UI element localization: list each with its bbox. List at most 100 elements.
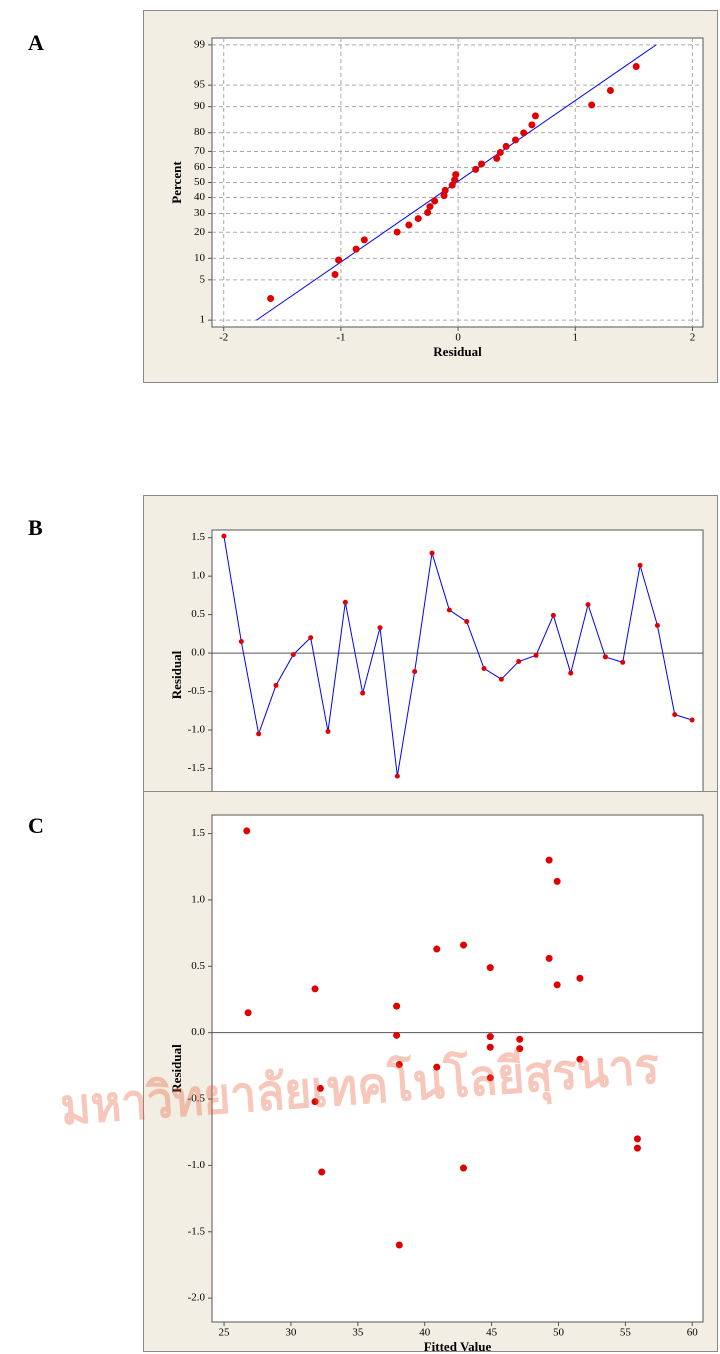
data-point xyxy=(393,228,401,236)
y-tick-label: 40 xyxy=(194,191,206,203)
data-point xyxy=(633,1135,641,1143)
y-tick-label: 70 xyxy=(194,145,206,157)
panel-label: B xyxy=(28,515,43,540)
data-point xyxy=(545,856,553,864)
y-tick-label: -1.0 xyxy=(188,1159,206,1171)
y-tick-label: -0.5 xyxy=(188,1093,206,1105)
data-point xyxy=(221,533,227,539)
data-point xyxy=(448,181,456,189)
y-tick-label: -0.5 xyxy=(188,685,206,697)
data-line xyxy=(223,536,693,777)
y-tick-label: -1.5 xyxy=(188,1225,206,1237)
data-point xyxy=(633,1144,641,1152)
plot-area xyxy=(211,814,704,1323)
data-point xyxy=(689,717,695,723)
data-point xyxy=(585,602,591,608)
data-point xyxy=(672,712,678,718)
data-point xyxy=(352,245,360,253)
y-tick-label: 99 xyxy=(194,38,206,50)
data-point xyxy=(637,562,643,568)
data-point xyxy=(531,112,539,120)
panel-label: A xyxy=(28,30,44,55)
y-axis-label: Percent xyxy=(169,161,184,204)
data-point xyxy=(481,665,487,671)
data-point xyxy=(342,599,348,605)
data-point xyxy=(486,1074,494,1082)
x-tick-label: 25 xyxy=(219,1327,231,1339)
x-tick-label: 0 xyxy=(455,332,461,344)
data-point xyxy=(433,945,441,953)
data-point xyxy=(493,154,501,162)
data-point xyxy=(426,203,434,211)
data-point xyxy=(620,659,626,665)
y-tick-label: 90 xyxy=(194,100,206,112)
data-point xyxy=(553,981,561,989)
data-point xyxy=(393,1031,401,1039)
data-point xyxy=(460,1164,468,1172)
data-point xyxy=(446,607,452,613)
data-point xyxy=(360,690,366,696)
y-tick-label: 50 xyxy=(194,176,206,188)
data-point xyxy=(318,1168,326,1176)
data-point xyxy=(520,129,528,137)
data-point xyxy=(395,1061,403,1069)
data-point xyxy=(602,654,608,660)
data-point xyxy=(405,221,413,229)
data-point xyxy=(377,625,383,631)
x-tick-label: 55 xyxy=(620,1327,632,1339)
data-point xyxy=(431,197,439,205)
data-point xyxy=(550,612,556,618)
y-tick-label: 0.5 xyxy=(191,608,205,620)
data-point xyxy=(311,985,319,993)
y-tick-label: 10 xyxy=(194,252,206,264)
y-axis-label: Residual xyxy=(169,1044,184,1093)
data-point xyxy=(516,659,522,665)
data-point xyxy=(433,1063,441,1071)
data-point xyxy=(460,941,468,949)
data-point xyxy=(244,1009,252,1017)
x-tick-label: -2 xyxy=(219,332,228,344)
data-point xyxy=(412,669,418,675)
data-point xyxy=(311,1098,319,1106)
data-point xyxy=(472,165,480,173)
y-tick-label: 1.0 xyxy=(191,570,205,582)
data-point xyxy=(553,877,561,885)
plot-area xyxy=(211,529,704,821)
data-point xyxy=(502,142,510,150)
data-point xyxy=(632,63,640,71)
data-point xyxy=(486,1043,494,1051)
x-axis-label: Fitted Value xyxy=(424,1339,492,1354)
x-tick-label: 50 xyxy=(553,1327,565,1339)
data-point xyxy=(256,731,262,737)
data-point xyxy=(512,136,520,144)
data-point xyxy=(545,954,553,962)
data-point xyxy=(452,171,460,179)
data-point xyxy=(429,550,435,556)
y-tick-label: 60 xyxy=(194,161,206,173)
data-point xyxy=(316,1084,324,1092)
x-tick-label: 30 xyxy=(285,1327,297,1339)
y-tick-label: 95 xyxy=(194,79,206,91)
y-tick-label: 20 xyxy=(194,226,206,238)
data-point xyxy=(360,236,368,244)
data-point xyxy=(654,622,660,628)
data-point xyxy=(528,121,536,129)
x-axis-label: Residual xyxy=(433,344,482,359)
x-tick-label: 45 xyxy=(486,1327,498,1339)
data-point xyxy=(331,270,339,278)
x-tick-label: -1 xyxy=(336,332,345,344)
data-point xyxy=(290,652,296,658)
data-point xyxy=(486,1033,494,1041)
x-tick-label: 1 xyxy=(573,332,579,344)
y-tick-label: -2.0 xyxy=(188,1292,206,1304)
y-axis-label: Residual xyxy=(169,650,184,699)
data-point xyxy=(498,676,504,682)
y-tick-label: -1.0 xyxy=(188,724,206,736)
data-point xyxy=(588,101,596,109)
y-tick-label: 0.0 xyxy=(191,1026,205,1038)
data-point xyxy=(273,682,279,688)
data-point xyxy=(496,148,504,156)
y-tick-label: 1.0 xyxy=(191,893,205,905)
data-point xyxy=(568,670,574,676)
data-point xyxy=(441,186,449,194)
